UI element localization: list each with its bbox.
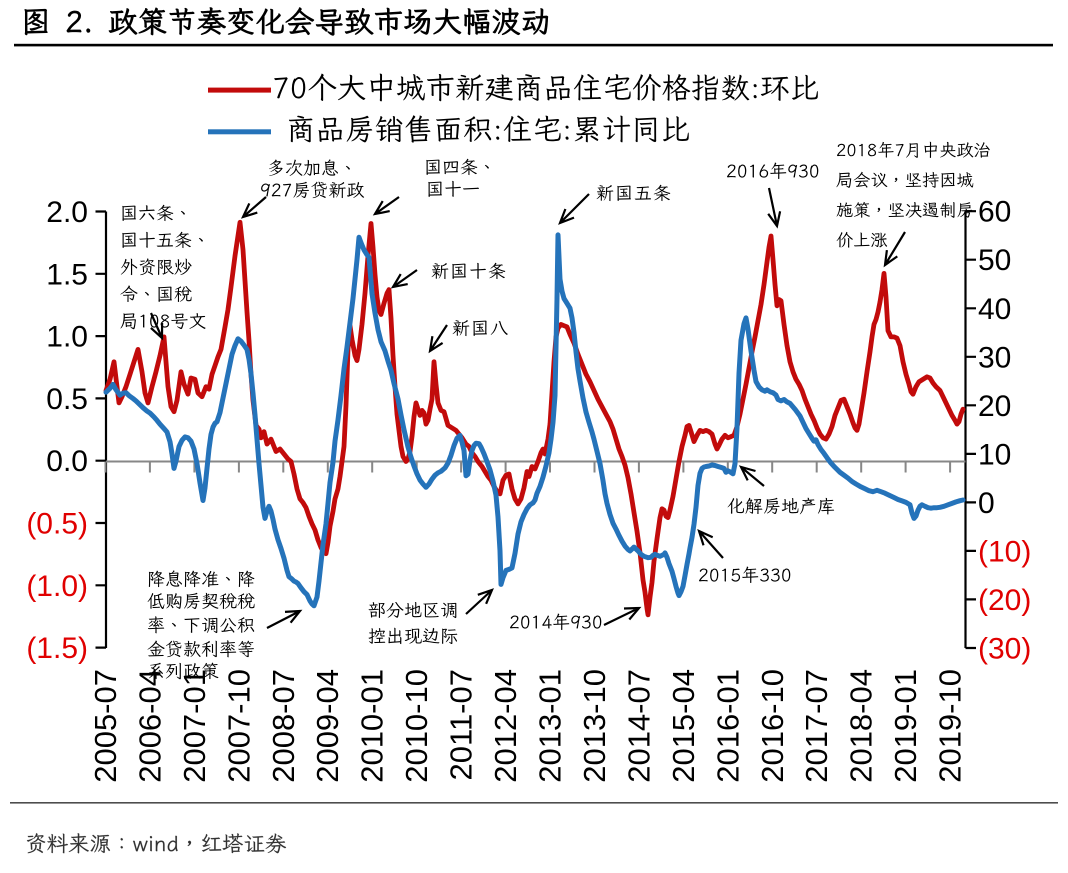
svg-text:1.0: 1.0 <box>46 321 88 354</box>
svg-text:2010-10: 2010-10 <box>399 669 434 783</box>
svg-text:0.0: 0.0 <box>46 445 88 478</box>
svg-text:2013-01: 2013-01 <box>533 669 568 783</box>
svg-text:2016-10: 2016-10 <box>755 669 790 783</box>
svg-text:20: 20 <box>978 390 1011 423</box>
svg-text:2018-04: 2018-04 <box>844 669 879 783</box>
svg-text:1.5: 1.5 <box>46 258 88 291</box>
svg-text:50: 50 <box>978 244 1011 277</box>
svg-text:2007-01: 2007-01 <box>177 669 212 783</box>
svg-text:40: 40 <box>978 293 1011 326</box>
svg-text:60: 60 <box>978 196 1011 229</box>
svg-text:2010-01: 2010-01 <box>355 669 390 783</box>
svg-text:10: 10 <box>978 438 1011 471</box>
svg-text:(1.0): (1.0) <box>26 570 88 603</box>
svg-text:(20): (20) <box>978 584 1031 617</box>
svg-text:2019-01: 2019-01 <box>888 669 923 783</box>
svg-text:2017-07: 2017-07 <box>799 669 834 783</box>
svg-text:0: 0 <box>978 487 995 520</box>
svg-text:2006-04: 2006-04 <box>132 669 167 783</box>
svg-text:2019-10: 2019-10 <box>933 669 968 783</box>
svg-text:0.5: 0.5 <box>46 383 88 416</box>
svg-text:2009-04: 2009-04 <box>310 669 345 783</box>
svg-text:2014-07: 2014-07 <box>621 669 656 783</box>
svg-text:2012-04: 2012-04 <box>488 669 523 783</box>
svg-text:2008-07: 2008-07 <box>266 669 301 783</box>
svg-text:(0.5): (0.5) <box>26 508 88 541</box>
svg-text:(30): (30) <box>978 633 1031 666</box>
svg-text:2011-07: 2011-07 <box>444 669 479 780</box>
svg-text:2013-10: 2013-10 <box>577 669 612 783</box>
svg-text:(1.5): (1.5) <box>26 632 88 665</box>
svg-text:2.0: 2.0 <box>46 196 88 229</box>
svg-text:2016-01: 2016-01 <box>710 669 745 783</box>
svg-text:30: 30 <box>978 341 1011 374</box>
svg-text:(10): (10) <box>978 535 1031 568</box>
svg-text:2007-10: 2007-10 <box>221 669 256 783</box>
svg-text:2015-04: 2015-04 <box>666 669 701 783</box>
svg-text:2005-07: 2005-07 <box>88 669 123 783</box>
